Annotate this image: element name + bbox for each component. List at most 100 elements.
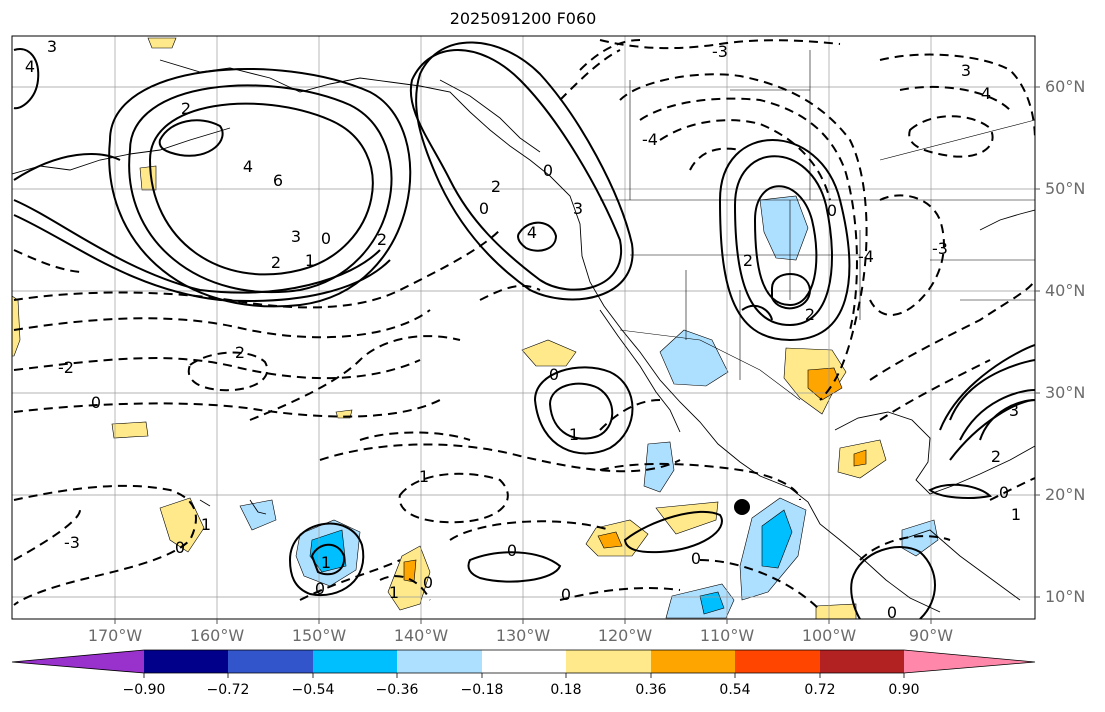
negative-region <box>759 195 809 261</box>
contour-label: -4 <box>858 247 874 266</box>
lat-ticks <box>1035 86 1040 598</box>
colorbar-cell <box>397 650 482 673</box>
positive-region <box>655 501 719 535</box>
contour-label: 0 <box>423 573 433 592</box>
colorbar-tick-label: 0.90 <box>888 682 920 698</box>
contour-label: 2 <box>235 343 245 362</box>
strong-negative-region <box>699 591 725 615</box>
contour-label: -2 <box>58 358 74 377</box>
contour-label: 2 <box>271 253 281 272</box>
coastlines <box>12 59 1035 613</box>
colorbar-cell <box>228 650 313 673</box>
positive-contours <box>13 41 1035 619</box>
positive-region <box>147 37 177 49</box>
lon-label: 100°W <box>801 626 857 645</box>
colorbar-cell <box>482 650 566 673</box>
contour-label: 0 <box>561 585 571 604</box>
negative-region <box>901 519 939 557</box>
colorbar-tick-label: −0.18 <box>460 682 504 698</box>
colorbar-cell <box>566 650 651 673</box>
contour-label: 1 <box>389 583 399 602</box>
lon-label: 130°W <box>495 626 551 645</box>
colorbar-extend-low <box>12 650 144 673</box>
contour-labels: 3 4 2 6 4 3 2 0 1 2 0 2 0 3 4 -2 -3 -4 3… <box>25 37 1021 622</box>
lon-ticks <box>114 619 932 624</box>
lat-label: 20°N <box>1045 485 1086 504</box>
lat-label: 10°N <box>1045 587 1086 606</box>
colorbar-tick-label: −0.54 <box>291 682 335 698</box>
contour-label: 2 <box>377 230 387 249</box>
contour-label: 3 <box>47 37 57 56</box>
contour-label: 0 <box>827 201 837 220</box>
borders <box>600 50 1035 401</box>
colorbar-cell <box>735 650 820 673</box>
colorbar-cell <box>651 650 735 673</box>
positive-region <box>159 497 205 553</box>
lat-label: 60°N <box>1045 77 1086 96</box>
colorbar-cell <box>820 650 904 673</box>
contour-label: 4 <box>981 84 991 103</box>
strong-positive-region <box>597 531 623 549</box>
contour-label: -3 <box>64 533 80 552</box>
strong-negative-region <box>761 509 793 569</box>
shaded-regions <box>12 37 939 619</box>
lon-label: 150°W <box>291 626 347 645</box>
negative-region <box>659 329 729 387</box>
positive-region <box>111 421 149 439</box>
contour-label: 3 <box>291 227 301 246</box>
colorbar-tick-label: −0.90 <box>122 682 166 698</box>
contour-label: 1 <box>1011 505 1021 524</box>
contour-label: 2 <box>491 177 501 196</box>
contour-label: 0 <box>691 549 701 568</box>
negative-contours <box>13 39 1035 611</box>
strong-positive-region <box>807 367 843 401</box>
colorbar-tick-label: 0.72 <box>804 682 836 698</box>
contour-label: 2 <box>181 99 191 118</box>
lon-label: 140°W <box>393 626 449 645</box>
lon-label: 90°W <box>908 626 954 645</box>
contour-label: 0 <box>543 161 553 180</box>
colorbar <box>11 649 1036 678</box>
contour-label: 1 <box>321 553 331 572</box>
lon-label: 160°W <box>189 626 245 645</box>
colorbar-cell <box>144 650 228 673</box>
contour-label: 2 <box>743 251 753 270</box>
map-area <box>12 36 1035 619</box>
contour-label: -3 <box>712 42 728 61</box>
negative-region <box>643 441 675 493</box>
contour-label: 0 <box>507 541 517 560</box>
contour-label: 6 <box>273 171 283 190</box>
positive-region <box>815 603 857 619</box>
lat-label: 50°N <box>1045 179 1086 198</box>
contour-label: 1 <box>201 515 211 534</box>
contour-label: 0 <box>321 229 331 248</box>
lat-label: 30°N <box>1045 383 1086 402</box>
colorbar-tick-label: 0.54 <box>719 682 751 698</box>
contour-label: 4 <box>25 57 35 76</box>
colorbar-extend-high <box>904 650 1035 673</box>
colorbar-cell <box>313 650 397 673</box>
contour-label: 3 <box>961 61 971 80</box>
contour-label: 4 <box>527 223 537 242</box>
location-marker-dot <box>734 499 750 515</box>
page-title: 2025091200 F060 <box>449 9 597 28</box>
contour-label: 2 <box>805 305 815 324</box>
contour-label: 3 <box>573 199 583 218</box>
lon-label: 170°W <box>87 626 143 645</box>
lon-label: 110°W <box>699 626 755 645</box>
contour-label: 1 <box>569 425 579 444</box>
contour-label: 4 <box>243 157 253 176</box>
positive-region <box>521 339 577 367</box>
contour-label: -4 <box>642 130 658 149</box>
contour-label: 3 <box>1009 401 1019 420</box>
contour-label: 0 <box>175 538 185 557</box>
colorbar-tick-label: 0.18 <box>550 682 582 698</box>
contour-label: 0 <box>549 365 559 384</box>
contour-label: 0 <box>999 483 1009 502</box>
colorbar-tick-label: −0.36 <box>375 682 419 698</box>
colorbar-tick-label: 0.36 <box>635 682 667 698</box>
contour-label: 0 <box>887 603 897 622</box>
lon-label: 120°W <box>597 626 653 645</box>
contour-label: -3 <box>932 239 948 258</box>
